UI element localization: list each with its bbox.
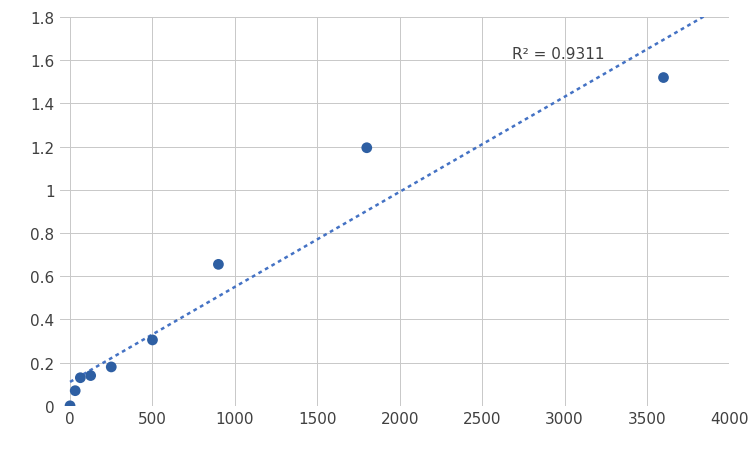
Point [361,145,373,152]
Point [105,364,117,371]
Text: R² = 0.9311: R² = 0.9311 [512,47,605,62]
Point [74,374,86,382]
Point [64,402,76,410]
Point [212,261,224,268]
Point [657,75,669,82]
Point [85,372,97,379]
Point [147,336,159,344]
Point [69,387,81,395]
